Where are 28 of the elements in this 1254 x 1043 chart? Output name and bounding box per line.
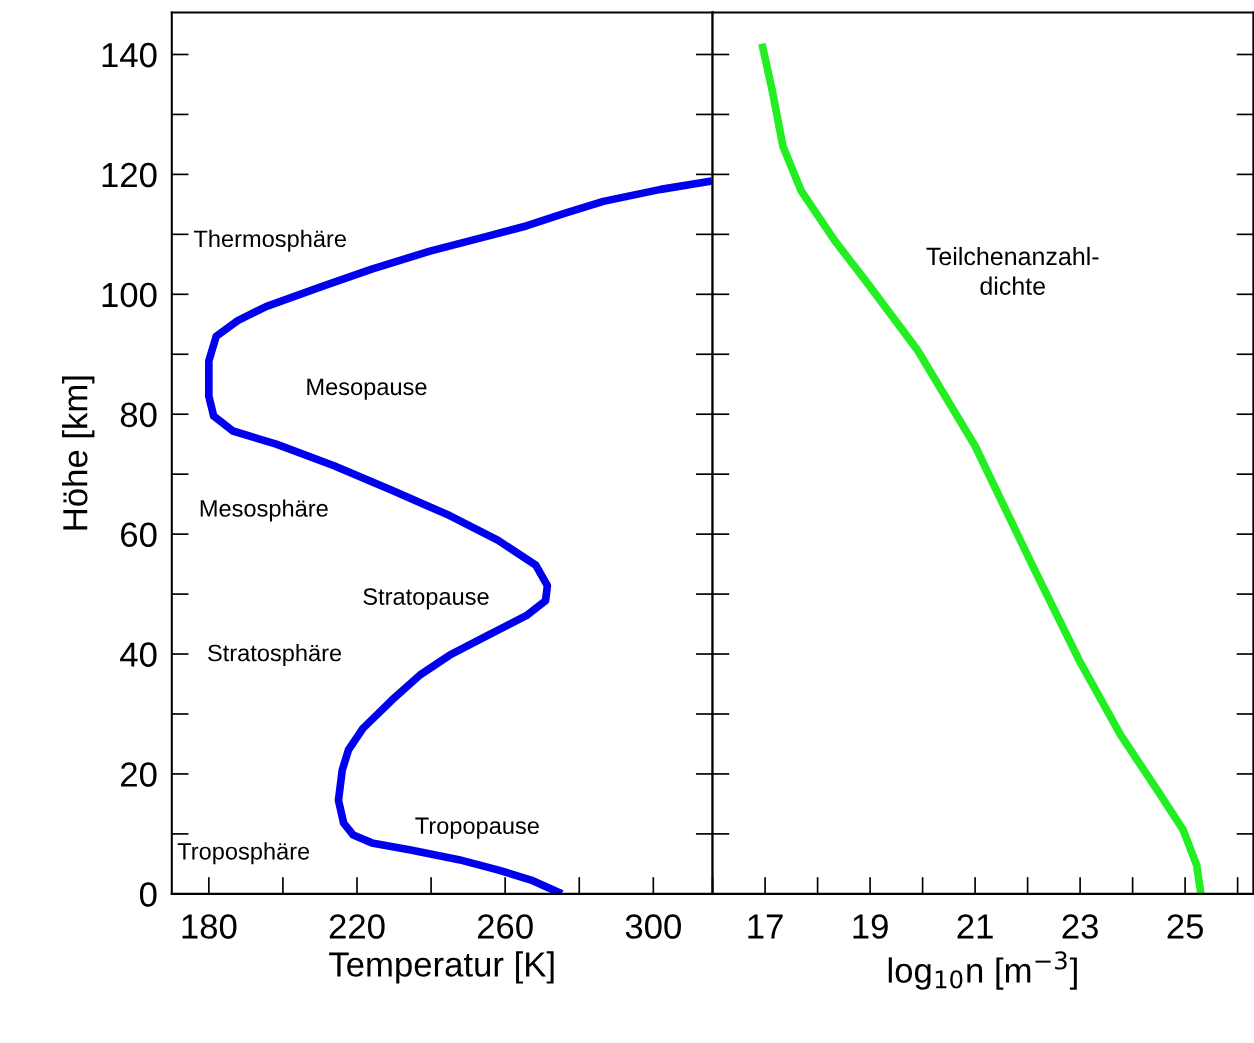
- x-tick-label: 300: [625, 914, 681, 939]
- x-axis-title: Temperatur [K]: [329, 951, 554, 984]
- annotation: Teilchenanzahl- dichte: [926, 246, 1099, 295]
- y-tick-label: 120: [102, 162, 157, 188]
- annotation: Stratopause: [363, 588, 489, 610]
- y-tick-label: 40: [120, 642, 157, 667]
- x-tick-label: 220: [329, 914, 385, 939]
- y-tick-label: 80: [120, 402, 157, 428]
- annotation: Thermosphäre: [193, 229, 346, 252]
- x-axis-title: log$_{10}$n [m$^{−3}$]: [888, 951, 1077, 990]
- x-tick-label: 17: [748, 914, 783, 939]
- x-tick-label: 260: [477, 914, 533, 939]
- annotation: Mesopause: [307, 378, 427, 400]
- y-tick-label: 100: [102, 282, 157, 308]
- y-tick-label: 0: [139, 882, 157, 907]
- y-axis-title: Höhe [km]: [62, 376, 95, 530]
- x-tick-label: 23: [1062, 914, 1098, 939]
- x-tick-label: 25: [1167, 914, 1203, 939]
- y-tick-label: 140: [102, 42, 157, 68]
- annotation: Tropopause: [415, 817, 539, 839]
- annotation: Stratosphäre: [208, 644, 342, 667]
- x-tick-label: 180: [182, 914, 237, 939]
- x-tick-label: 19: [853, 914, 888, 939]
- x-tick-label: 21: [957, 914, 993, 939]
- y-tick-label: 20: [121, 762, 157, 787]
- annotation: Troposphäre: [177, 842, 310, 865]
- annotation: Mesosphäre: [200, 499, 328, 522]
- y-tick-label: 60: [121, 522, 157, 548]
